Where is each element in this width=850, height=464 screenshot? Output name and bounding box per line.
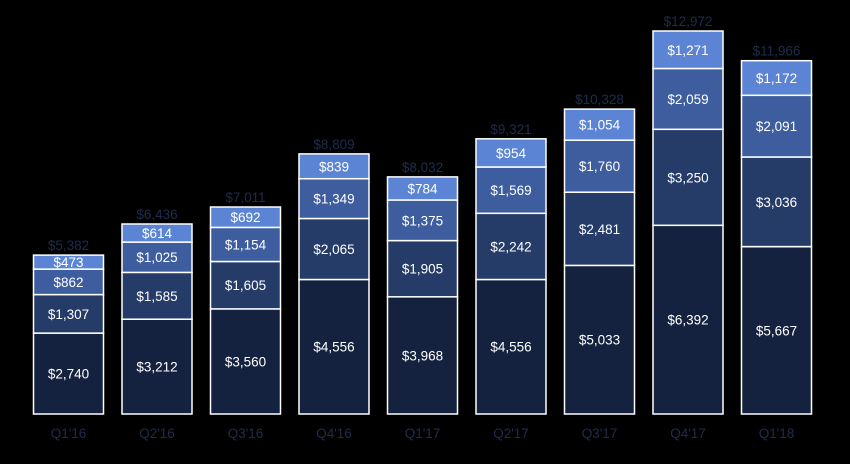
- data-label: $5,033: [579, 333, 620, 348]
- bar-segment: [121, 318, 193, 415]
- bar-segment: [121, 241, 193, 274]
- total-label: $5,382: [48, 238, 89, 253]
- bar-segment: [740, 94, 813, 158]
- data-label: $614: [142, 226, 173, 241]
- data-label: $2,740: [48, 367, 89, 382]
- total-label: $6,436: [136, 207, 177, 222]
- x-tick-label: Q3'17: [582, 426, 618, 441]
- data-label: $2,065: [313, 242, 354, 257]
- data-label: $2,242: [490, 239, 531, 254]
- bar-segment: [652, 128, 724, 227]
- bar-segment: [475, 278, 547, 415]
- bar-segment: [32, 332, 105, 415]
- data-label: $862: [53, 275, 83, 290]
- data-label: $1,585: [136, 289, 177, 304]
- data-label: $2,481: [579, 222, 620, 237]
- total-label: $11,966: [753, 44, 801, 59]
- x-tick-label: Q3'16: [228, 426, 264, 441]
- bar-segment: [563, 139, 636, 193]
- x-tick-label: Q2'16: [139, 426, 175, 441]
- data-label: $1,760: [579, 159, 620, 174]
- data-label: $954: [496, 146, 527, 161]
- data-label: $1,375: [402, 213, 443, 228]
- data-label: $2,091: [756, 119, 797, 134]
- bar-segment: [209, 206, 282, 229]
- data-label: $3,036: [756, 195, 797, 210]
- bar-segment: [32, 293, 105, 334]
- bar-segment: [740, 156, 813, 248]
- bar-segment: [386, 296, 459, 415]
- data-label: $4,556: [490, 340, 531, 355]
- bar-segment: [386, 199, 459, 242]
- bar-segment: [475, 212, 547, 281]
- bar-segment: [298, 177, 370, 220]
- bar-segment: [209, 260, 282, 310]
- data-label: $1,569: [490, 183, 531, 198]
- data-label: $5,667: [756, 323, 797, 338]
- x-tick-label: Q4'17: [670, 426, 706, 441]
- bar-segment: [386, 176, 459, 201]
- bar-segment: [652, 30, 724, 70]
- data-label: $3,560: [225, 354, 266, 369]
- bar-segment: [475, 138, 547, 168]
- bar-segment: [563, 264, 636, 415]
- data-label: $1,025: [136, 250, 177, 265]
- data-label: $6,392: [667, 313, 708, 328]
- total-label: $8,809: [313, 137, 354, 152]
- data-label: $692: [230, 210, 260, 225]
- bar-segment: [209, 308, 282, 415]
- x-tick-label: Q1'16: [51, 426, 87, 441]
- x-tick-label: Q2'17: [493, 426, 529, 441]
- data-label: $473: [53, 255, 83, 270]
- total-label: $12,972: [664, 14, 713, 29]
- data-label: $3,968: [402, 348, 443, 363]
- data-label: $4,556: [313, 340, 354, 355]
- bar-segment: [475, 166, 547, 215]
- total-label: $8,032: [402, 160, 443, 175]
- data-label: $1,349: [313, 192, 354, 207]
- data-label: $2,059: [667, 92, 708, 107]
- data-label: $1,905: [402, 262, 443, 277]
- data-label: $3,250: [667, 170, 708, 185]
- data-label: $1,271: [667, 43, 708, 58]
- bar-segment: [563, 108, 636, 141]
- data-label: $784: [407, 181, 438, 196]
- bar-segment: [121, 223, 193, 243]
- bar-segment: [298, 153, 370, 180]
- bar-segment: [652, 67, 724, 131]
- x-tick-label: Q1'17: [405, 426, 441, 441]
- bar-segment: [386, 239, 459, 298]
- data-label: $839: [319, 159, 349, 174]
- data-label: $3,212: [136, 360, 177, 375]
- data-label: $1,054: [579, 118, 621, 133]
- data-label: $1,172: [756, 71, 797, 86]
- bar-segment: [298, 278, 370, 415]
- x-tick-label: Q4'16: [316, 426, 352, 441]
- total-label: $10,328: [575, 92, 624, 107]
- bar-segment: [563, 191, 636, 267]
- bar-segment: [740, 59, 813, 97]
- bar-segment: [652, 224, 724, 415]
- data-label: $1,605: [225, 278, 266, 293]
- total-label: $9,321: [490, 122, 531, 137]
- bar-segment: [32, 254, 105, 270]
- x-tick-label: Q1'18: [759, 426, 795, 441]
- data-label: $1,307: [48, 307, 89, 322]
- data-label: $1,154: [225, 238, 267, 253]
- bar-segment: [740, 245, 813, 415]
- total-label: $7,011: [225, 190, 265, 205]
